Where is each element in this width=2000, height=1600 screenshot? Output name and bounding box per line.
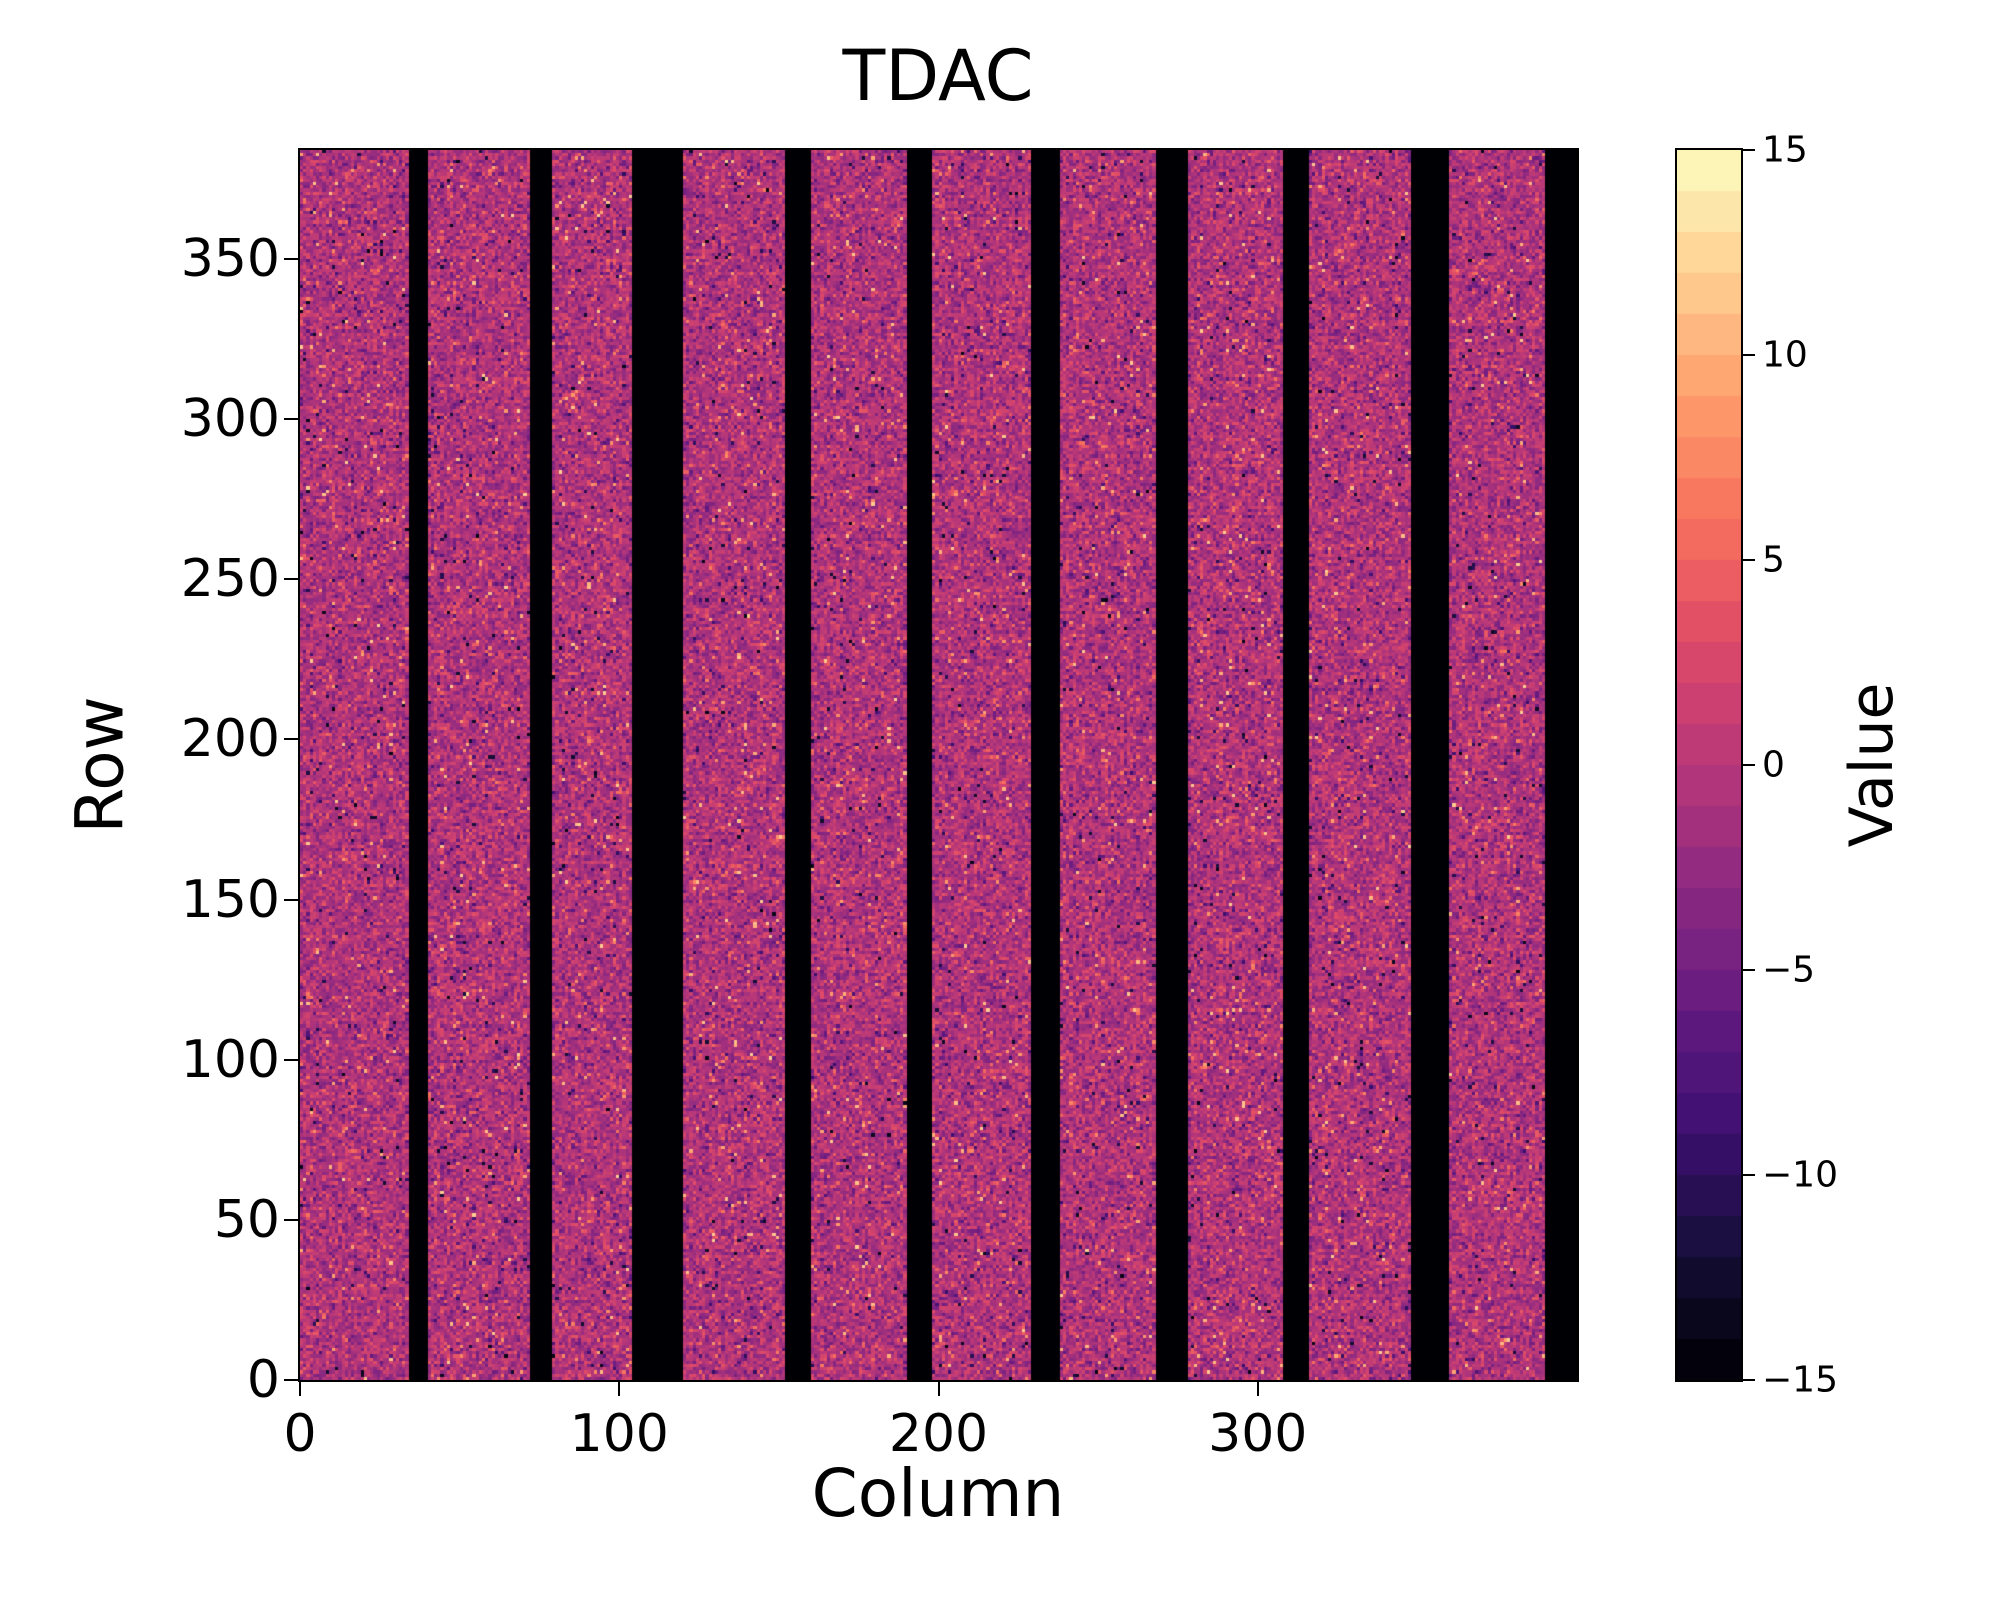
colorbar-tick-mark xyxy=(1743,559,1755,561)
x-tick-mark xyxy=(299,1382,301,1396)
colorbar-tick-label: −5 xyxy=(1762,949,1816,991)
x-tick-mark xyxy=(937,1382,940,1396)
y-tick-label: 0 xyxy=(246,1350,280,1410)
heatmap-canvas xyxy=(300,150,1577,1380)
colorbar-tick-label: −10 xyxy=(1762,1154,1838,1196)
y-tick-mark xyxy=(284,1218,298,1221)
colorbar-tick-label: 5 xyxy=(1762,539,1785,581)
plot-area xyxy=(298,148,1579,1382)
colorbar-tick-label: −15 xyxy=(1762,1359,1838,1401)
y-tick-label: 200 xyxy=(180,709,280,770)
x-tick-label: 100 xyxy=(569,1404,669,1464)
y-tick-mark xyxy=(284,418,298,421)
chart-title: TDAC xyxy=(842,35,1034,117)
y-tick-label: 150 xyxy=(180,869,280,930)
y-tick-mark xyxy=(284,257,298,260)
y-tick-label: 300 xyxy=(180,389,280,450)
colorbar-tick-mark xyxy=(1743,764,1755,766)
x-axis-label: Column xyxy=(811,1455,1065,1532)
y-axis-label: Row xyxy=(61,696,139,834)
colorbar-tick-mark xyxy=(1743,1379,1755,1381)
x-tick-mark xyxy=(618,1382,621,1396)
colorbar-tick-mark xyxy=(1743,1174,1755,1176)
x-tick-label: 0 xyxy=(283,1404,317,1464)
y-tick-mark xyxy=(284,578,298,581)
y-tick-label: 50 xyxy=(213,1189,280,1250)
y-tick-mark xyxy=(284,898,298,901)
x-tick-mark xyxy=(1256,1382,1259,1396)
colorbar-tick-mark xyxy=(1743,969,1755,971)
y-tick-mark xyxy=(284,1379,298,1381)
x-tick-label: 200 xyxy=(888,1404,989,1464)
colorbar-label: Value xyxy=(1837,682,1907,848)
colorbar-tick-mark xyxy=(1743,354,1755,356)
y-tick-mark xyxy=(284,1058,298,1061)
colorbar-tick-label: 15 xyxy=(1762,129,1808,171)
x-tick-label: 300 xyxy=(1208,1404,1308,1464)
colorbar-tick-label: 10 xyxy=(1762,334,1808,376)
y-tick-mark xyxy=(284,738,298,741)
y-tick-label: 350 xyxy=(180,228,280,289)
y-tick-label: 250 xyxy=(180,549,280,610)
y-tick-label: 100 xyxy=(180,1029,280,1090)
colorbar xyxy=(1675,148,1743,1382)
colorbar-tick-mark xyxy=(1743,149,1755,151)
colorbar-tick-label: 0 xyxy=(1762,744,1785,786)
colorbar-canvas xyxy=(1677,150,1741,1380)
